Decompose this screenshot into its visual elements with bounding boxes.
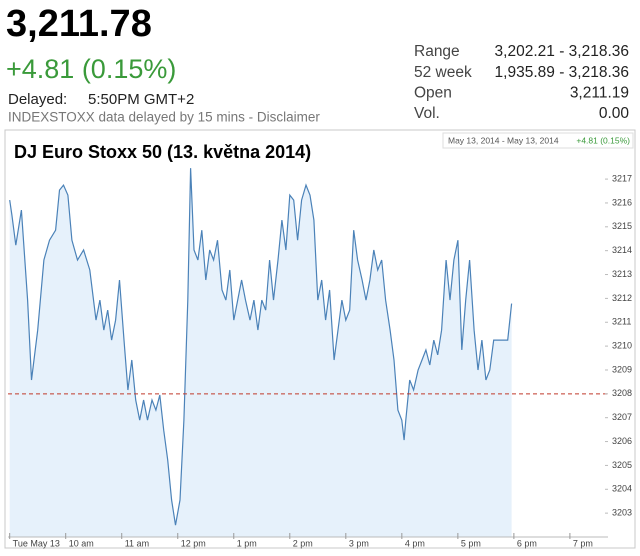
x-tick-label: 4 pm <box>405 538 425 548</box>
y-tick-label: 3207 <box>612 412 632 422</box>
delayed-label: Delayed: <box>8 91 67 108</box>
y-tick-label: 3204 <box>612 484 632 494</box>
line <box>9 168 513 526</box>
price: 3,211.78 <box>6 3 152 45</box>
y-tick-label: 3211 <box>612 317 631 327</box>
y-tick-label: 3205 <box>612 460 632 470</box>
stat-label: 52 week <box>414 64 472 81</box>
y-tick-label: 3206 <box>612 436 632 446</box>
stat-value: 1,935.89 - 3,218.36 <box>495 64 629 81</box>
stat-value: 3,211.19 <box>570 84 629 101</box>
x-tick-label: 10 am <box>69 538 94 548</box>
x-tick-label: 3 pm <box>349 538 369 548</box>
x-tick-label: 11 am <box>125 538 149 548</box>
stat-value: 3,202.21 - 3,218.36 <box>495 43 629 60</box>
y-tick-label: 3215 <box>612 221 632 231</box>
chart-title: DJ Euro Stoxx 50 (13. května 2014) <box>14 142 311 162</box>
stat-label: Range <box>414 43 460 60</box>
stat-label: Vol. <box>414 105 440 122</box>
y-tick-label: 3208 <box>612 388 632 398</box>
y-tick-label: 3217 <box>612 173 632 183</box>
y-tick-label: 3209 <box>612 364 632 374</box>
delayed-time: 5:50PM GMT+2 <box>88 91 194 108</box>
x-tick-label: 1 pm <box>237 538 257 548</box>
date-range: May 13, 2014 - May 13, 2014 <box>448 135 559 145</box>
range-box <box>442 132 634 149</box>
y-tick-label: 3210 <box>612 340 632 350</box>
stat-label: Open <box>414 84 452 101</box>
range-change: +4.81 (0.15%) <box>576 135 630 145</box>
x-tick-label: 12 pm <box>181 538 206 548</box>
delay-notice: INDEXSTOXX data delayed by 15 mins - Dis… <box>8 110 320 125</box>
plot: 3203 3204 3205 3206 3207 3208 3209 3210 3211 3212… <box>8 168 632 548</box>
x-tick-label: Tue May 13 <box>13 538 60 548</box>
x-tick-label: 7 pm <box>573 538 593 548</box>
change: +4.81 (0.15%) <box>6 54 176 84</box>
y-tick-label: 3203 <box>612 508 632 518</box>
y-tick-label: 3216 <box>612 197 632 207</box>
y-tick-label: 3212 <box>612 293 632 303</box>
y-tick-label: 3214 <box>612 245 632 255</box>
x-tick-label: 5 pm <box>461 538 481 548</box>
x-tick-label: 6 pm <box>517 538 537 548</box>
title-box <box>8 136 334 168</box>
stat-value: 0.00 <box>599 105 630 122</box>
x-tick-label: 2 pm <box>293 538 313 548</box>
y-tick-label: 3213 <box>612 269 632 279</box>
area <box>9 168 512 537</box>
